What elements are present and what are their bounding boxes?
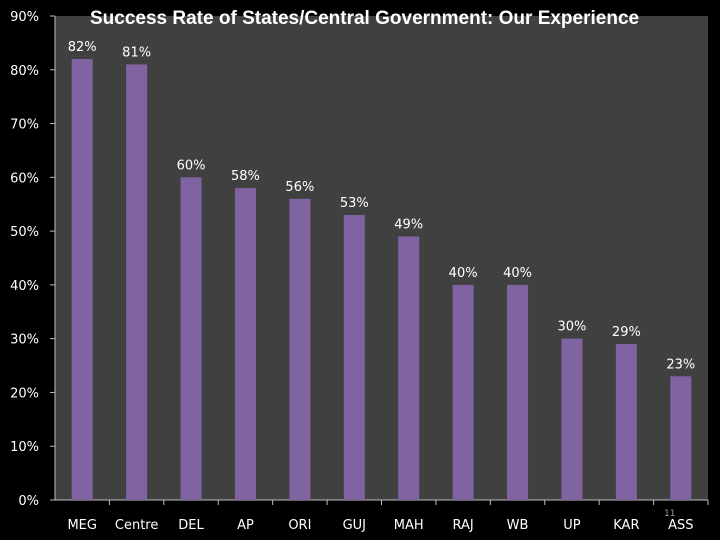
plot-area [55,16,708,500]
data-label: 58% [231,169,260,184]
bar-ass [670,376,692,500]
y-tick-label: 60% [10,171,39,186]
data-label: 81% [122,45,151,60]
y-tick-label: 30% [10,333,39,348]
data-label: 40% [449,266,478,281]
bar-del [180,177,202,501]
bar-ap [234,188,256,501]
x-tick-label: ORI [288,518,311,533]
data-label: 40% [503,266,532,281]
data-label: 56% [285,180,314,195]
bar-raj [452,284,474,500]
bar-mah [398,236,420,500]
bar-guj [343,214,365,500]
data-label: 23% [666,357,695,372]
x-tick-label: MAH [394,518,424,533]
y-tick-label: 10% [10,440,39,455]
x-tick-label: AP [237,518,254,533]
y-tick-label: 50% [10,225,39,240]
bar-ori [289,198,311,500]
y-tick-label: 80% [10,64,39,79]
bar-meg [71,59,93,501]
x-tick-label: WB [507,518,529,533]
chart-title: Success Rate of States/Central Governmen… [90,8,640,29]
y-tick-label: 90% [10,10,39,25]
x-tick-label: UP [563,518,581,533]
data-label: 49% [394,217,423,232]
data-label: 82% [68,40,97,55]
bar-wb [507,284,529,500]
y-tick-label: 20% [10,386,39,401]
x-tick-label: RAJ [453,518,474,533]
x-tick-label: ASS [668,518,693,533]
x-tick-label: KAR [613,518,639,533]
bar-kar [615,344,637,500]
y-tick-label: 0% [18,494,39,509]
y-tick-label: 70% [10,118,39,133]
x-tick-label: GUJ [343,518,366,533]
bar-up [561,338,583,500]
bar-centre [126,64,148,501]
data-label: 29% [612,325,641,340]
x-tick-label: DEL [178,518,204,533]
y-tick-label: 40% [10,279,39,294]
x-tick-label: Centre [115,518,158,533]
data-label: 30% [558,320,587,335]
slide-number: 11 [664,509,676,519]
data-label: 53% [340,196,369,211]
x-tick-label: MEG [67,518,97,533]
data-label: 60% [177,158,206,173]
